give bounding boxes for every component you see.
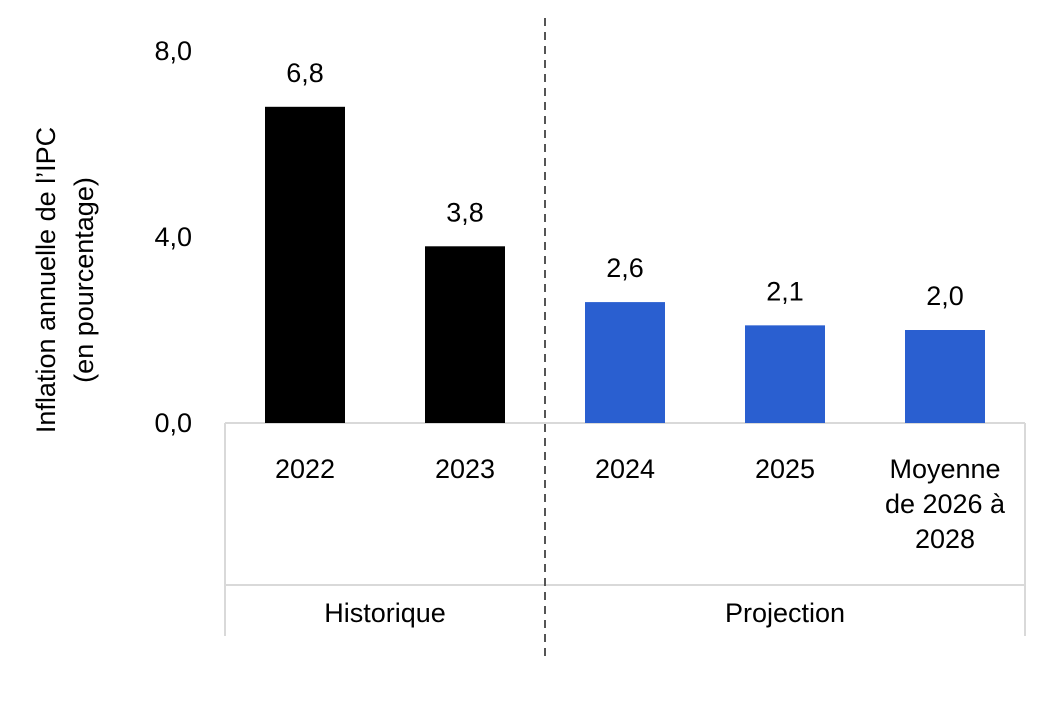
value-label: 2,6 — [606, 253, 644, 283]
value-label: 2,0 — [926, 281, 964, 311]
y-axis-title-line2: (en pourcentage) — [69, 177, 99, 383]
category-labels: 2022 2023 2024 2025 Moyenne de 2026 à 2028 — [275, 454, 1006, 554]
category-label: 2022 — [275, 454, 335, 484]
group-label-historique: Historique — [324, 598, 446, 628]
category-label: 2025 — [755, 454, 815, 484]
category-label: 2023 — [435, 454, 495, 484]
y-tick-label: 8,0 — [154, 36, 192, 66]
y-tick-label: 4,0 — [154, 222, 192, 252]
bars — [265, 106, 985, 424]
bar-moyenne-de-2026-2028 — [905, 330, 985, 423]
y-axis-title-line1: Inflation annuelle de l’IPC — [31, 127, 61, 433]
value-label: 2,1 — [766, 276, 804, 306]
y-axis-title: Inflation annuelle de l’IPC (en pourcent… — [31, 127, 99, 433]
bar-2022 — [265, 106, 345, 424]
bar-2023 — [425, 246, 505, 423]
value-labels: 6,8 3,8 2,6 2,1 2,0 — [286, 58, 964, 311]
group-labels: Historique Projection — [324, 598, 845, 628]
bar-2024 — [585, 302, 665, 423]
category-label: 2028 — [915, 524, 975, 554]
bar-2025 — [745, 325, 825, 423]
category-label: 2024 — [595, 454, 655, 484]
group-label-projection: Projection — [725, 598, 845, 628]
y-axis-ticks: 0,0 4,0 8,0 — [154, 36, 192, 438]
y-tick-label: 0,0 — [154, 408, 192, 438]
value-label: 3,8 — [446, 197, 484, 227]
category-label: de 2026 à — [885, 489, 1006, 519]
category-label: Moyenne — [889, 454, 1000, 484]
value-label: 6,8 — [286, 58, 324, 88]
